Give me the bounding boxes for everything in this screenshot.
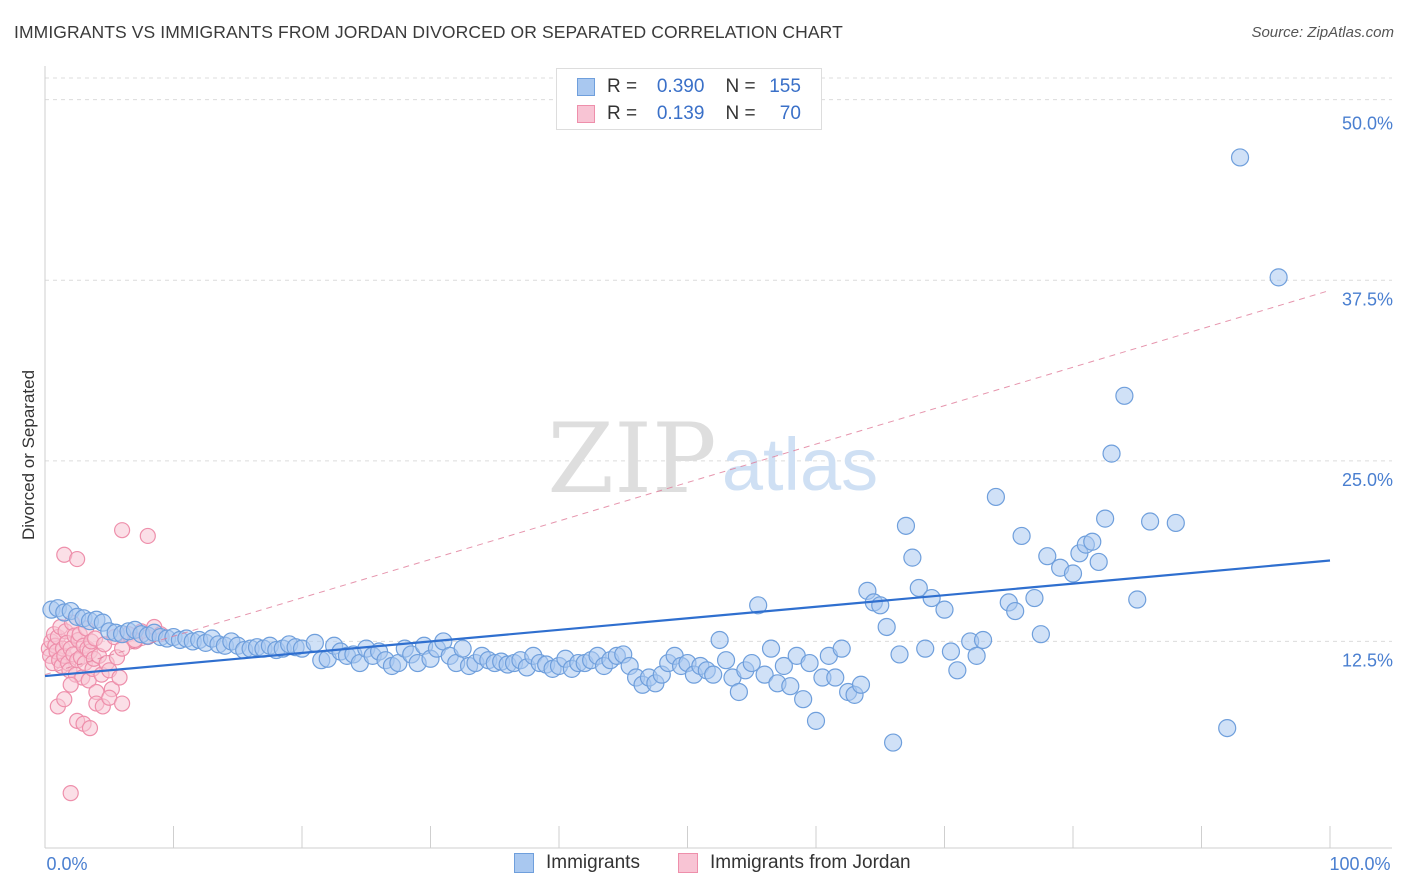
stats-row-jordan: R = 0.139 N = 70 bbox=[577, 102, 801, 126]
axis-labels: Divorced or Separated bbox=[19, 370, 38, 540]
data-point-immigrants bbox=[1115, 386, 1134, 405]
n-value: 70 bbox=[779, 103, 801, 124]
y-tick-label: 25.0% bbox=[1342, 470, 1393, 490]
data-point-immigrants bbox=[1089, 552, 1108, 572]
data-point-immigrants bbox=[1006, 601, 1025, 621]
data-point-jordan bbox=[56, 691, 73, 708]
pink-swatch bbox=[577, 105, 595, 123]
x-tick-label: 100.0% bbox=[1329, 854, 1390, 874]
series-legend: Immigrants Immigrants from Jordan bbox=[0, 852, 1406, 876]
y-axis-label: Divorced or Separated bbox=[19, 370, 38, 540]
data-point-immigrants bbox=[1096, 509, 1115, 528]
data-point-immigrants bbox=[986, 487, 1006, 507]
data-point-immigrants bbox=[1063, 564, 1083, 583]
data-point-jordan bbox=[81, 719, 99, 737]
data-point-immigrants bbox=[941, 642, 961, 661]
trend-line-immigrants bbox=[44, 559, 1331, 678]
blue-swatch bbox=[514, 853, 534, 873]
data-point-immigrants bbox=[1128, 590, 1147, 609]
y-tick-label: 37.5% bbox=[1342, 289, 1393, 309]
data-point-immigrants bbox=[1031, 625, 1050, 644]
stats-row-immigrants: R = 0.390 N = 155 bbox=[577, 75, 801, 99]
data-point-immigrants bbox=[883, 733, 903, 752]
data-point-immigrants bbox=[851, 675, 871, 694]
y-tick-label: 12.5% bbox=[1342, 650, 1393, 670]
data-point-immigrants bbox=[774, 656, 793, 676]
data-point-immigrants bbox=[704, 665, 723, 684]
axes: 12.5% 25.0% 37.5% 50.0% 0.0% 100.0% bbox=[44, 66, 1393, 874]
r-value: 0.139 bbox=[656, 103, 705, 124]
data-point-immigrants bbox=[729, 682, 749, 702]
data-point-immigrants bbox=[1025, 588, 1044, 608]
legend-label: Immigrants from Jordan bbox=[710, 852, 911, 873]
data-point-jordan bbox=[113, 522, 131, 539]
y-tick-label: 50.0% bbox=[1342, 114, 1393, 134]
data-point-immigrants bbox=[1012, 526, 1031, 546]
data-point-immigrants bbox=[453, 639, 472, 658]
data-point-immigrants bbox=[903, 548, 922, 567]
data-point-immigrants bbox=[1102, 444, 1121, 463]
data-point-immigrants bbox=[1218, 718, 1237, 738]
data-point-immigrants bbox=[1166, 513, 1185, 533]
blue-swatch bbox=[577, 78, 595, 96]
data-point-immigrants bbox=[742, 653, 761, 673]
series-jordan bbox=[40, 522, 169, 802]
data-point-immigrants bbox=[761, 639, 781, 658]
data-point-jordan bbox=[69, 550, 86, 568]
watermark-atlas: atlas bbox=[722, 423, 878, 506]
data-point-immigrants bbox=[1140, 512, 1160, 531]
data-point-immigrants bbox=[710, 630, 729, 650]
data-point-immigrants bbox=[935, 600, 954, 619]
data-point-jordan bbox=[111, 669, 128, 686]
data-point-immigrants bbox=[806, 711, 826, 730]
legend-item-jordan[interactable]: Immigrants from Jordan bbox=[678, 852, 911, 874]
data-point-immigrants bbox=[890, 645, 909, 664]
data-point-jordan bbox=[113, 695, 131, 712]
data-point-immigrants bbox=[877, 617, 896, 637]
data-point-immigrants bbox=[755, 665, 774, 684]
data-point-immigrants bbox=[967, 646, 986, 665]
r-value: 0.390 bbox=[656, 76, 705, 97]
data-point-immigrants bbox=[749, 596, 768, 615]
legend-item-immigrants[interactable]: Immigrants bbox=[514, 852, 640, 874]
data-point-jordan bbox=[139, 527, 156, 545]
grid-lines bbox=[45, 77, 1392, 642]
watermark: ZIP atlas bbox=[547, 403, 878, 515]
data-point-immigrants bbox=[826, 668, 845, 687]
data-point-immigrants bbox=[1230, 148, 1250, 167]
data-point-immigrants bbox=[305, 633, 324, 652]
pink-swatch bbox=[678, 853, 698, 873]
data-point-immigrants bbox=[1038, 547, 1057, 566]
data-point-immigrants bbox=[800, 653, 819, 673]
data-point-immigrants bbox=[832, 639, 851, 658]
n-value: 155 bbox=[769, 76, 801, 97]
data-point-immigrants bbox=[1083, 532, 1102, 551]
data-point-immigrants bbox=[896, 516, 916, 535]
r-label: R = bbox=[607, 103, 638, 124]
series-immigrants bbox=[42, 148, 1288, 752]
data-point-immigrants bbox=[781, 677, 800, 696]
data-point-immigrants bbox=[716, 651, 736, 670]
r-label: R = bbox=[607, 76, 638, 97]
n-label: N = bbox=[725, 103, 756, 124]
data-point-immigrants bbox=[794, 690, 813, 709]
data-point-jordan bbox=[62, 676, 79, 693]
n-label: N = bbox=[725, 76, 756, 97]
source-label: Source: ZipAtlas.com bbox=[1251, 24, 1394, 41]
watermark-zip: ZIP bbox=[547, 403, 716, 515]
data-point-immigrants bbox=[948, 661, 967, 680]
trend-line-jordan bbox=[44, 289, 1331, 676]
trend-lines bbox=[44, 289, 1331, 678]
data-point-immigrants bbox=[973, 630, 993, 650]
data-point-immigrants bbox=[916, 639, 935, 658]
chart-title: IMMIGRANTS VS IMMIGRANTS FROM JORDAN DIV… bbox=[14, 22, 843, 42]
data-point-immigrants bbox=[1269, 268, 1288, 287]
stats-legend: R = 0.390 N = 155 R = 0.139 N = 70 bbox=[556, 68, 822, 130]
data-point-jordan bbox=[62, 785, 79, 802]
x-tick-label: 0.0% bbox=[46, 854, 87, 874]
legend-label: Immigrants bbox=[546, 852, 640, 873]
